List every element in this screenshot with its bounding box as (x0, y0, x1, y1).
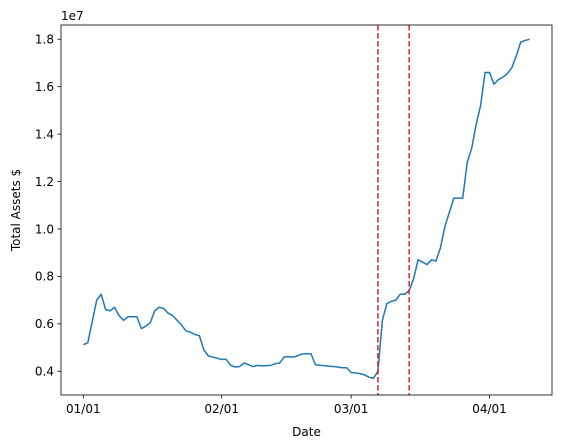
y-tick-label: 1.2 (35, 175, 54, 189)
y-tick-label: 0.8 (35, 270, 54, 284)
x-axis-label: Date (292, 425, 321, 439)
axes-frame (60, 24, 553, 396)
y-axis-offset-text: 1e7 (61, 9, 84, 23)
x-tick-label: 02/01 (204, 402, 239, 416)
y-tick-label: 0.4 (35, 365, 54, 379)
y-tick-label: 1.4 (35, 127, 54, 141)
y-tick-label: 1.0 (35, 222, 54, 236)
y-tick-label: 0.6 (35, 317, 54, 331)
plot-area: 01/01 02/01 03/01 04/01 0.4 0.6 0.8 1.0 1.2 1.4 1.… (35, 24, 553, 416)
x-tick-label: 01/01 (66, 402, 101, 416)
x-tick-label: 03/01 (334, 402, 369, 416)
series-line-0 (83, 38, 530, 380)
y-tick-label: 1.6 (35, 80, 54, 94)
y-axis-label: Total Assets $ (9, 169, 23, 252)
x-tick-label: 04/01 (472, 402, 507, 416)
y-tick-label: 1.8 (35, 33, 54, 47)
